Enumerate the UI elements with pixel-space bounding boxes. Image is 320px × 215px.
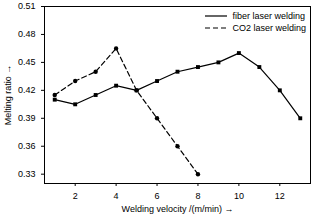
svg-text:4: 4 (114, 191, 119, 201)
svg-text:Welding velocity /(m/min) →: Welding velocity /(m/min) → (122, 204, 234, 214)
svg-text:2: 2 (73, 191, 78, 201)
svg-text:6: 6 (155, 191, 160, 201)
html-text:CO2 laser welding: CO2 laser welding (232, 23, 306, 33)
html-text:fiber laser welding: fiber laser welding (232, 11, 305, 21)
svg-text:0.45: 0.45 (18, 57, 36, 67)
svg-text:12: 12 (275, 191, 285, 201)
svg-text:0.51: 0.51 (18, 1, 36, 11)
svg-text:10: 10 (234, 191, 244, 201)
svg-text:0.33: 0.33 (18, 169, 36, 179)
svg-text:0.39: 0.39 (18, 113, 36, 123)
svg-text:Melting ratio →: Melting ratio → (3, 65, 13, 126)
svg-text:0.48: 0.48 (18, 29, 36, 39)
svg-text:0.42: 0.42 (18, 85, 36, 95)
svg-text:8: 8 (195, 191, 200, 201)
svg-text:0.36: 0.36 (18, 141, 36, 151)
